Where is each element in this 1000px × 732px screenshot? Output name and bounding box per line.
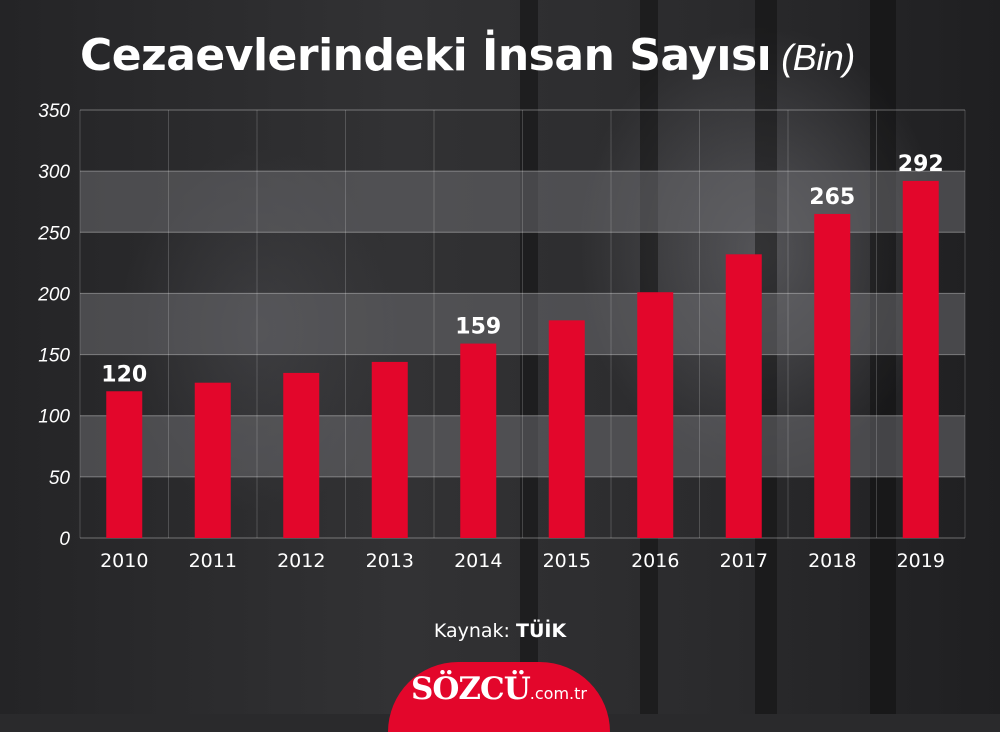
logo-domain: .com.tr — [529, 684, 587, 703]
y-tick-label: 50 — [49, 468, 71, 489]
bar — [460, 343, 497, 538]
data-label: 292 — [898, 152, 944, 177]
bar — [725, 254, 762, 538]
bar — [814, 213, 851, 538]
prison-bar-decoration — [870, 0, 896, 714]
bar — [106, 391, 143, 538]
y-tick-label: 200 — [37, 284, 70, 305]
x-tick-label: 2018 — [808, 550, 856, 572]
x-tick-label: 2014 — [454, 550, 502, 572]
bar — [371, 361, 408, 538]
x-tick-label: 2011 — [189, 550, 237, 572]
data-label: 159 — [455, 315, 501, 340]
x-tick-label: 2015 — [543, 550, 591, 572]
x-tick-label: 2016 — [631, 550, 679, 572]
y-tick-label: 250 — [37, 223, 70, 244]
y-tick-label: 0 — [59, 529, 70, 550]
chart-unit: (Bin) — [781, 37, 855, 78]
bar — [902, 180, 939, 538]
chart-title: Cezaevlerindeki İnsan Sayısı (Bin) — [80, 30, 855, 81]
data-label: 120 — [101, 362, 147, 387]
bar — [283, 372, 320, 538]
x-tick-label: 2019 — [897, 550, 945, 572]
bar — [194, 382, 231, 538]
bar-chart: 0 50 100 150 200 250 300 350 2010 120 2011 2012 2013… — [37, 101, 966, 572]
sozcu-logo[interactable]: SÖZCÜ.com.tr — [388, 662, 610, 732]
y-tick-label: 150 — [38, 346, 70, 367]
y-tick-label: 100 — [38, 407, 70, 428]
bar — [548, 320, 585, 538]
bar — [637, 292, 674, 538]
source-label: Kaynak: — [433, 620, 510, 642]
data-label: 265 — [809, 185, 855, 210]
source-note: Kaynak: TÜİK — [0, 620, 1000, 642]
x-tick-label: 2010 — [100, 550, 148, 572]
y-tick-label: 350 — [38, 101, 70, 122]
y-tick-label: 300 — [38, 162, 70, 183]
chart-title-text: Cezaevlerindeki İnsan Sayısı — [80, 30, 772, 81]
x-tick-label: 2013 — [366, 550, 414, 572]
logo-brand: SÖZCÜ — [411, 671, 531, 707]
x-tick-label: 2012 — [277, 550, 325, 572]
source-value: TÜİK — [515, 620, 567, 642]
x-tick-label: 2017 — [720, 550, 768, 572]
